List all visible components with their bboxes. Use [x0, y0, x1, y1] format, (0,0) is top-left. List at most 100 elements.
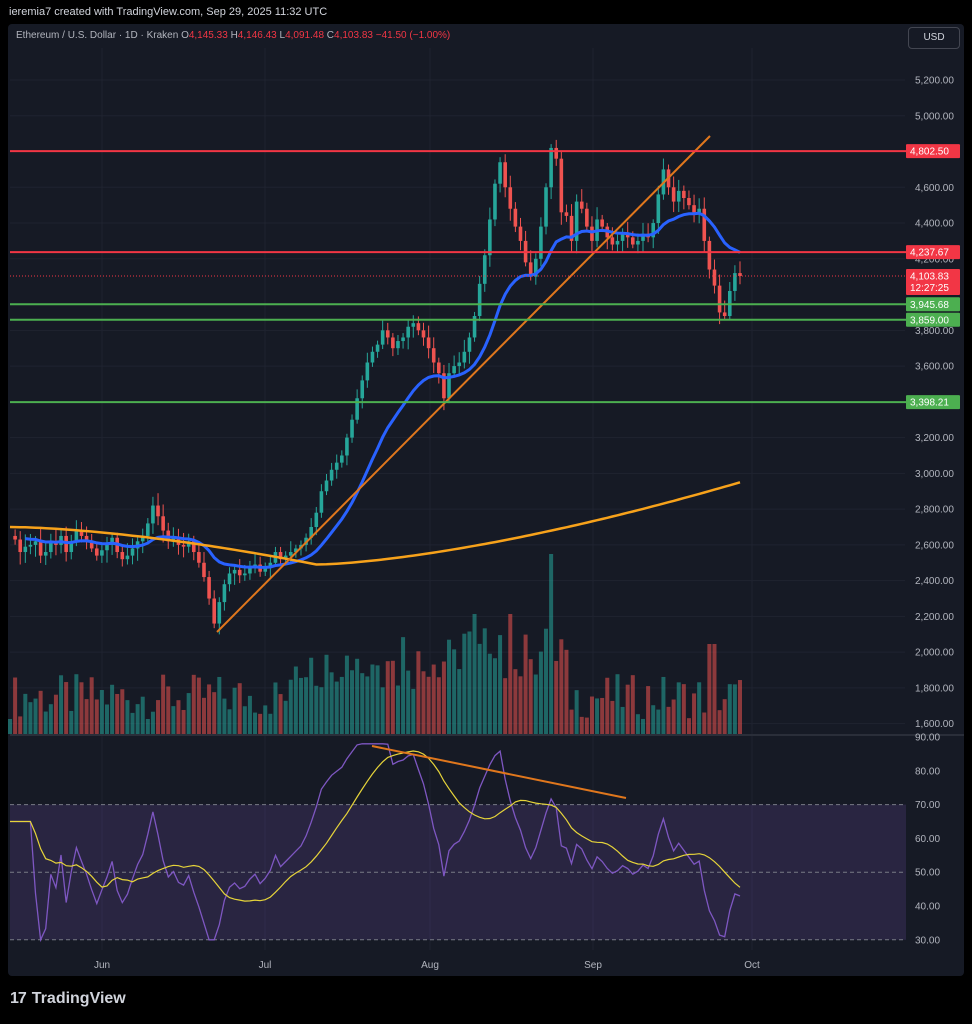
price-tick-label: 1,600.00: [915, 719, 954, 730]
level-tag-label: 4,802.50: [910, 147, 949, 158]
candle: [539, 226, 543, 259]
candle: [406, 326, 410, 338]
volume-bar: [314, 685, 319, 734]
ohlc-c-label: C: [326, 30, 335, 41]
chart-panel[interactable]: Ethereum / U.S. Dollar · 1D · Kraken O4,…: [8, 24, 964, 976]
volume-bar: [702, 712, 707, 734]
candle: [738, 273, 742, 276]
candle: [518, 226, 523, 241]
volume-bar: [268, 713, 273, 734]
chart-credit: ieremia7 created with TradingView.com, S…: [9, 6, 328, 18]
volume-bar: [472, 614, 477, 734]
candle: [43, 552, 48, 556]
volume-bar: [492, 658, 497, 734]
volume-bar: [421, 671, 426, 734]
volume-bar: [247, 695, 252, 734]
volume-bar: [171, 706, 176, 734]
price-tick-label: 2,800.00: [915, 505, 954, 516]
x-tick-label: Oct: [744, 960, 760, 971]
volume-bar: [513, 669, 518, 734]
volume-bar: [166, 686, 171, 734]
volume-bar: [605, 677, 610, 734]
candle: [712, 269, 717, 286]
candle: [161, 516, 165, 531]
candle: [100, 550, 104, 556]
footer-brand: 17 TradingView: [10, 990, 126, 1008]
price-tick-label: 4,200.00: [915, 254, 954, 265]
candle: [482, 255, 487, 284]
currency-button[interactable]: USD: [908, 27, 960, 49]
volume-bar: [33, 698, 38, 734]
candle: [574, 201, 579, 241]
volume-bar: [518, 676, 523, 734]
candle: [89, 541, 94, 549]
volume-bar: [110, 684, 115, 734]
volume-bar: [487, 653, 492, 734]
volume-bar: [477, 643, 482, 734]
candle: [722, 312, 727, 317]
rsi-tick-label: 50.00: [915, 868, 940, 879]
candle: [391, 337, 395, 349]
candle: [477, 283, 482, 317]
candle: [146, 523, 150, 536]
price-tick-label: 3,800.00: [915, 326, 954, 337]
volume-bar: [641, 718, 646, 734]
volume-bar: [498, 635, 503, 734]
candle: [130, 548, 135, 556]
volume-bar: [64, 682, 69, 734]
candle: [431, 348, 436, 363]
volume-bar: [207, 684, 212, 734]
ohlc-h-value: 4,146.43: [237, 30, 277, 41]
candle: [656, 194, 661, 224]
candle: [692, 205, 696, 213]
candle: [462, 351, 467, 363]
volume-bar: [635, 714, 640, 734]
candle: [365, 362, 370, 381]
volume-bar: [115, 693, 120, 734]
candle: [360, 380, 365, 399]
candle: [197, 552, 201, 563]
volume-bar: [263, 705, 268, 734]
price-tick-label: 1,800.00: [915, 683, 954, 694]
ema-slow-line: [9, 481, 741, 566]
candle: [207, 577, 211, 599]
candle: [600, 219, 604, 227]
rsi-tick-label: 40.00: [915, 902, 940, 913]
candle: [79, 530, 84, 536]
candle: [288, 552, 293, 556]
candle: [74, 530, 79, 542]
top-bar: ieremia7 created with TradingView.com, S…: [0, 0, 972, 24]
volume-bar: [350, 670, 355, 734]
volume-bar: [89, 677, 94, 734]
volume-bar: [717, 710, 722, 734]
level-tag-label: 3,398.21: [910, 398, 949, 409]
volume-bar: [69, 710, 74, 734]
candle: [334, 462, 339, 470]
volume-bar: [441, 661, 446, 734]
volume-bar: [360, 673, 365, 734]
volume-bar: [620, 706, 625, 734]
candle: [401, 337, 405, 342]
volume-bar: [595, 698, 600, 734]
price-tick-label: 5,200.00: [915, 76, 954, 87]
volume-bar: [656, 709, 661, 734]
volume-bar: [365, 676, 370, 734]
price-tick-label: 2,200.00: [915, 612, 954, 623]
volume-bar: [181, 709, 186, 734]
volume-bar: [13, 677, 18, 734]
candle: [717, 285, 722, 313]
volume-bar: [426, 676, 431, 734]
volume-bar: [584, 717, 589, 734]
candle: [447, 373, 451, 399]
volume-bar: [79, 682, 84, 734]
candle: [396, 341, 400, 349]
volume-bar: [615, 674, 620, 734]
candle: [294, 548, 298, 553]
candle: [329, 469, 334, 481]
last-price-tag-bg: [906, 268, 960, 295]
volume-bar: [671, 699, 676, 734]
volume-bar: [692, 693, 697, 734]
candle: [579, 201, 584, 209]
volume-bar: [549, 554, 554, 734]
candle: [671, 187, 676, 202]
